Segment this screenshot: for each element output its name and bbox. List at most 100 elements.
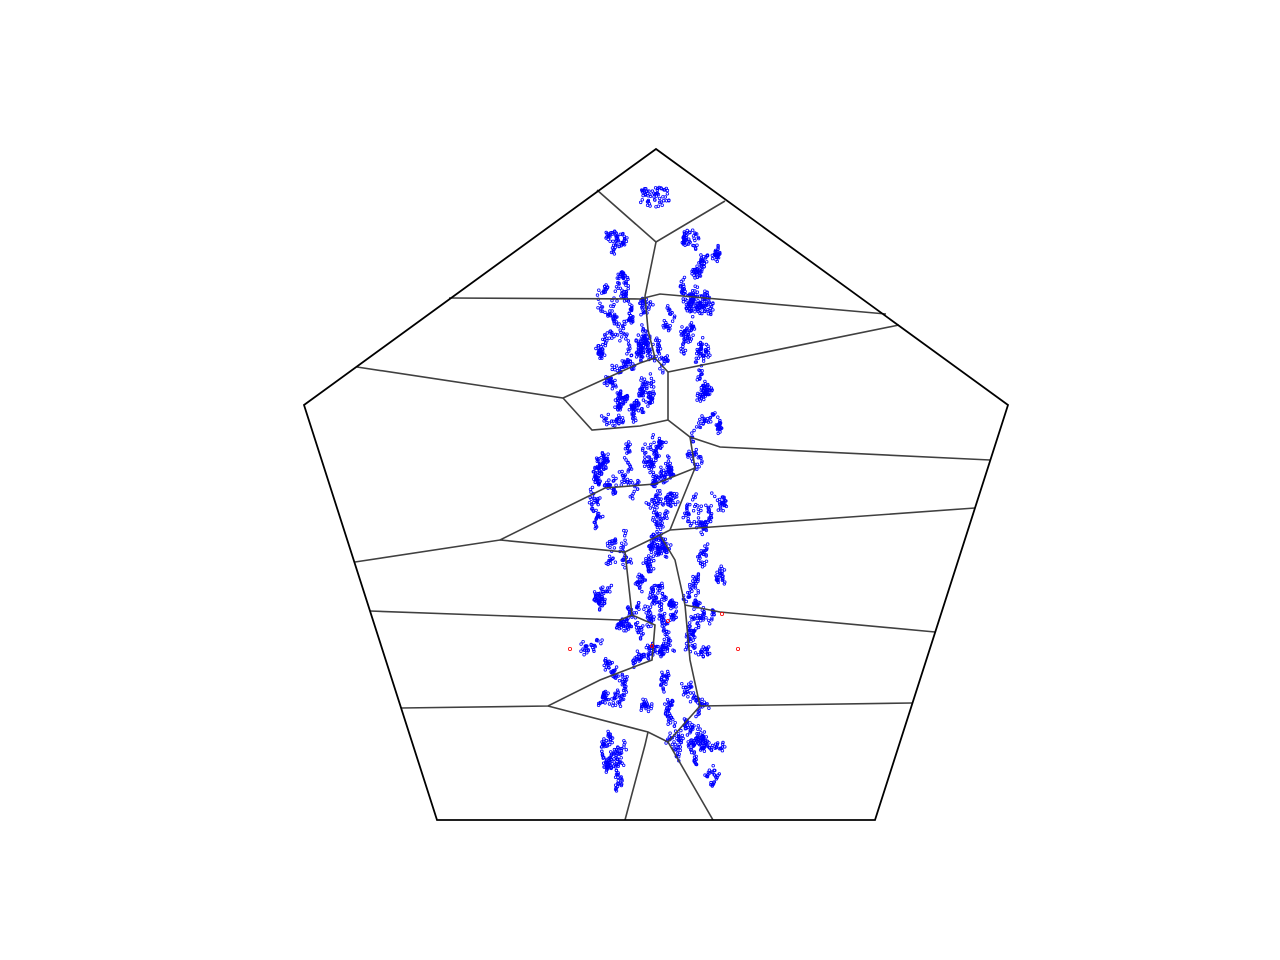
point: [650, 435, 655, 440]
point: [666, 722, 670, 726]
point: [644, 557, 648, 561]
point: [642, 607, 646, 611]
point: [700, 741, 705, 746]
point: [602, 419, 606, 423]
point: [617, 700, 621, 704]
point: [688, 624, 692, 628]
point: [665, 630, 669, 634]
point: [683, 348, 688, 353]
point: [636, 333, 640, 337]
point: [592, 590, 597, 594]
point: [688, 721, 692, 725]
point: [623, 531, 628, 536]
point: [705, 260, 709, 264]
point: [673, 314, 677, 318]
point: [622, 395, 626, 400]
point: [692, 494, 696, 499]
point: [612, 747, 617, 752]
point: [619, 626, 623, 630]
point: [652, 558, 656, 563]
point: [702, 255, 706, 259]
point: [648, 464, 653, 469]
point: [613, 703, 618, 707]
point: [623, 362, 628, 366]
point: [658, 650, 662, 654]
point: [597, 701, 601, 706]
point: [713, 773, 717, 777]
point: [603, 696, 608, 701]
point: [625, 446, 630, 451]
point: [622, 739, 626, 743]
point: [645, 623, 649, 627]
point: [660, 591, 665, 596]
cell-edge: [684, 604, 701, 707]
point: [679, 329, 683, 334]
point: [614, 768, 619, 773]
point: [643, 442, 647, 446]
point: [611, 479, 615, 483]
point: [665, 188, 670, 193]
point: [695, 275, 699, 279]
point: [609, 757, 613, 761]
point: [695, 290, 700, 294]
point: [696, 724, 700, 728]
point: [617, 393, 622, 397]
point: [652, 567, 656, 571]
point: [610, 367, 614, 372]
point: [639, 200, 643, 205]
point: [703, 309, 707, 314]
point: [707, 618, 711, 623]
point: [613, 289, 617, 293]
point: [594, 593, 598, 597]
point: [658, 367, 662, 371]
point: [649, 624, 653, 628]
point: [636, 346, 640, 350]
point: [620, 674, 624, 678]
point: [672, 724, 677, 728]
point: [640, 198, 644, 202]
point: [699, 504, 703, 508]
point: [693, 267, 697, 272]
point: [640, 188, 645, 193]
point: [666, 328, 671, 333]
point: [669, 543, 673, 547]
point: [653, 475, 657, 479]
point: [682, 239, 686, 243]
point: [627, 344, 632, 348]
point: [607, 336, 611, 340]
point: [697, 465, 701, 469]
point: [640, 589, 644, 594]
point: [660, 546, 664, 550]
point: [624, 684, 628, 689]
point: [691, 691, 696, 695]
point: [673, 502, 678, 507]
point: [620, 558, 624, 562]
cell-edge: [356, 357, 656, 399]
point: [643, 698, 648, 702]
point: [652, 461, 656, 465]
point: [601, 589, 605, 594]
point: [701, 654, 705, 658]
point: [617, 626, 622, 631]
point: [661, 198, 666, 203]
point: [652, 440, 656, 445]
point: [704, 503, 708, 507]
point: [628, 467, 632, 471]
point: [662, 362, 666, 366]
point: [660, 613, 664, 617]
point: [654, 194, 659, 198]
point: [641, 561, 645, 565]
point: [633, 656, 637, 660]
point: [640, 407, 644, 411]
point: [655, 553, 659, 557]
cell-edge: [667, 741, 714, 821]
point: [689, 750, 694, 755]
point: [668, 643, 672, 647]
point: [695, 621, 699, 626]
point: [695, 351, 699, 356]
point: [623, 322, 627, 326]
point: [695, 398, 699, 402]
point: [643, 390, 648, 395]
point: [652, 392, 656, 396]
point: [643, 186, 647, 191]
